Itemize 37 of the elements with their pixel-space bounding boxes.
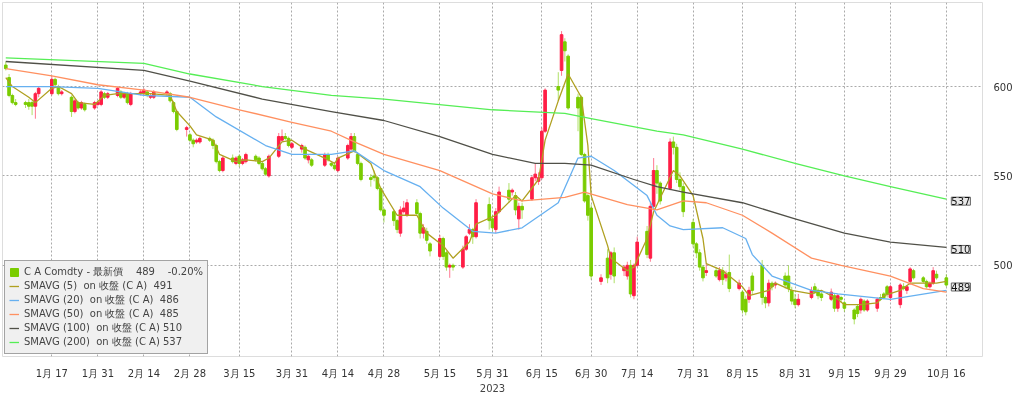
x-tick-label: 3月 31 [275,367,309,379]
x-tick-label: 7月 14 [621,367,654,379]
y-tick-label: 600 [993,81,1013,93]
x-tick-label: 4月 14 [321,367,355,379]
legend-label: C A Comdty - 最新價 489 -0.20% [24,265,204,279]
line-series [5,57,947,200]
x-tick-label: 2月 14 [127,367,161,379]
y-tick-label: 500 [993,260,1013,272]
x-tick-label: 2月 28 [173,367,207,379]
x-tick-label: 1月 17 [35,367,68,379]
x-tick-label: 3月 15 [223,367,256,379]
candlestick [599,273,603,286]
x-tick-label: 4月 28 [367,367,401,379]
x-tick-label: 9月 29 [874,367,907,379]
x-axis-title: 2023 [479,382,506,394]
x-tick-label: 6月 30 [575,367,608,379]
candlestick [520,202,524,220]
legend-label: SMAVG (5) on 收盤 (C A) 491 [24,279,173,293]
annotation: 489 [951,281,971,293]
candlestick [451,263,455,272]
x-tick-label: 10月 16 [927,367,966,379]
x-tick-label: 7月 31 [676,367,710,379]
annotation: 510 [951,244,971,256]
x-tick-label: 5月 31 [476,367,509,379]
x-tick-label: 8月 31 [778,367,812,379]
y-tick-label: 550 [993,170,1013,182]
x-tick-label: 8月 15 [726,367,759,379]
x-tick-label: 6月 15 [525,367,558,379]
legend-label: SMAVG (200) on 收盤 (C A) 537 [24,335,183,349]
x-tick-label: 1月 31 [81,367,114,379]
legend-label: SMAVG (20) on 收盤 (C A) 486 [24,293,179,307]
x-tick-label: 5月 15 [423,367,457,379]
x-tick-label: 9月 15 [828,367,861,379]
legend-label: SMAVG (100) on 收盤 (C A) 510 [24,321,183,335]
line-series [5,60,947,249]
annotation: 537 [951,196,971,208]
legend-label: SMAVG (50) on 收盤 (C A) 485 [24,307,179,321]
